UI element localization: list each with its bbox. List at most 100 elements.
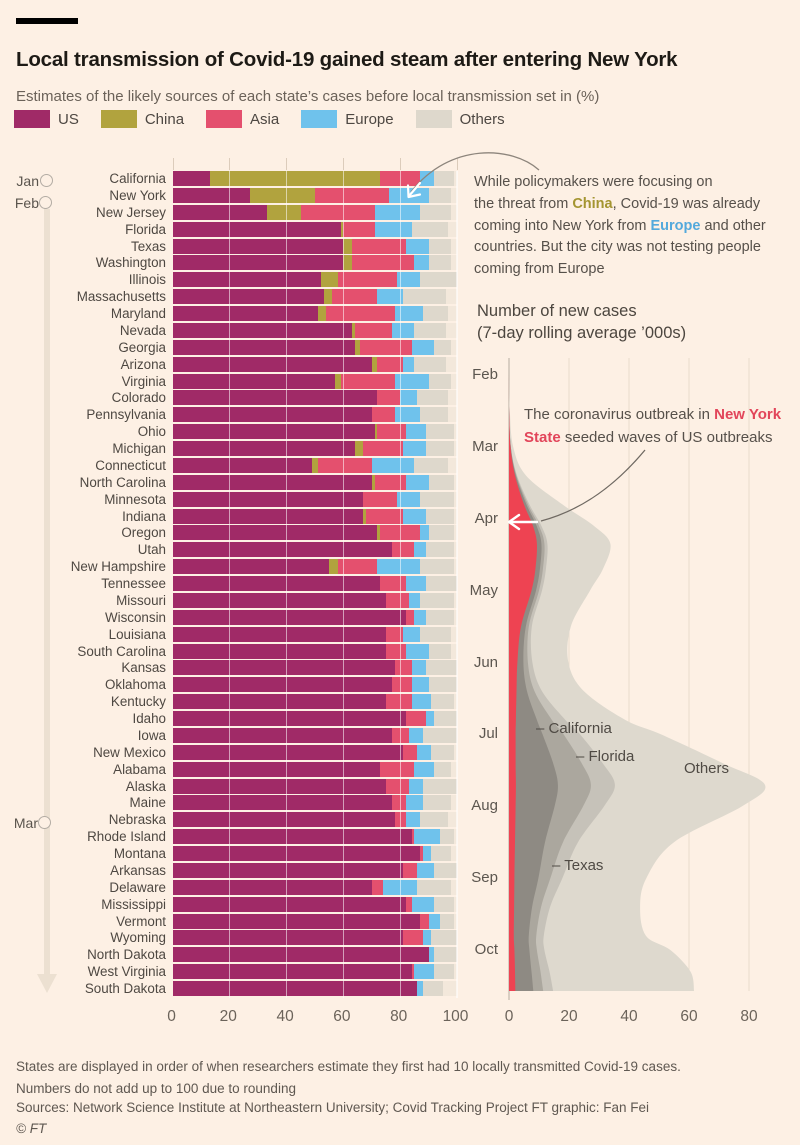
- bar-row: Minnesota: [16, 491, 457, 509]
- bar-seg-others: [420, 626, 452, 642]
- bar-seg-us: [173, 187, 250, 203]
- legend-item-europe: Europe: [301, 110, 394, 128]
- bar-track: [173, 407, 457, 423]
- state-label: New Jersey: [96, 204, 166, 220]
- bar-row: Oklahoma: [16, 677, 457, 694]
- bar-seg-others: [428, 187, 452, 203]
- state-label: Oklahoma: [104, 677, 166, 693]
- bar-track: [173, 491, 457, 507]
- bar-seg-europe: [428, 913, 440, 929]
- bar-track: [173, 508, 457, 524]
- bar-seg-asia: [300, 204, 375, 220]
- bar-seg-asia: [337, 272, 398, 288]
- bar-seg-europe: [411, 339, 435, 355]
- bar-row: New Hampshire: [16, 559, 457, 576]
- bar-seg-us: [173, 592, 386, 608]
- state-label: Arizona: [120, 356, 166, 372]
- bar-track: [173, 626, 457, 642]
- bar-seg-europe: [405, 424, 426, 440]
- timeline-marker-mar: [38, 816, 51, 829]
- stream-label-florida: – Florida: [576, 748, 635, 765]
- bar-row: Vermont: [16, 913, 457, 931]
- axis-tick: [286, 158, 288, 170]
- bar-seg-others: [422, 727, 457, 743]
- bar-track: [173, 542, 457, 558]
- bar-seg-us: [173, 390, 378, 406]
- bar-seg-asia: [386, 643, 406, 659]
- bar-seg-china: [371, 474, 375, 490]
- bar-seg-europe: [403, 441, 426, 456]
- bar-seg-us: [173, 255, 344, 271]
- bar-seg-asia: [411, 964, 415, 980]
- bar-row: New Jersey: [16, 204, 457, 222]
- state-label: Wyoming: [110, 930, 166, 946]
- bar-seg-asia: [394, 660, 412, 676]
- bar-row: Wyoming: [16, 930, 457, 947]
- bar-seg-us: [173, 306, 318, 321]
- bar-seg-europe: [422, 846, 432, 861]
- bar-seg-others: [434, 896, 455, 912]
- bar-row: Texas: [16, 238, 457, 256]
- bar-row: Illinois: [16, 272, 457, 289]
- bar-seg-asia: [391, 542, 415, 558]
- bar-row: Washington: [16, 255, 457, 272]
- bar-seg-us: [173, 761, 381, 777]
- bar-seg-us: [173, 795, 392, 811]
- bar-seg-europe: [374, 221, 412, 237]
- bar-seg-europe: [394, 407, 421, 423]
- bar-row: Oregon: [16, 525, 457, 542]
- bar-seg-china: [329, 559, 338, 575]
- bar-seg-europe: [377, 289, 404, 305]
- bar-seg-us: [173, 356, 372, 372]
- bar-seg-others: [425, 576, 457, 591]
- bar-seg-china: [343, 255, 352, 271]
- bar-track: [173, 474, 457, 490]
- bar-track: [173, 204, 457, 220]
- bar-seg-china: [266, 204, 301, 220]
- bar-seg-china: [317, 306, 327, 321]
- bar-seg-asia: [420, 846, 423, 861]
- bar-track: [173, 559, 457, 575]
- bar-row: Delaware: [16, 879, 457, 897]
- legend-swatch-icon: [301, 110, 338, 128]
- state-label: North Carolina: [79, 474, 166, 490]
- bar-seg-us: [173, 576, 381, 591]
- bar-seg-others: [431, 846, 452, 861]
- stream-label-texas: – Texas: [552, 857, 604, 874]
- bar-seg-europe: [420, 525, 429, 541]
- bar-seg-us: [173, 643, 386, 659]
- bar-track: [173, 339, 457, 355]
- bar-seg-asia: [371, 879, 384, 895]
- state-label: Missouri: [116, 592, 166, 608]
- bar-seg-us: [173, 508, 364, 524]
- bar-row: Alaska: [16, 778, 457, 796]
- bar-seg-us: [173, 846, 421, 861]
- bar-seg-us: [173, 913, 421, 929]
- bar-seg-us: [173, 542, 392, 558]
- bar-track: [173, 373, 457, 389]
- bar-seg-us: [173, 947, 429, 963]
- bar-seg-us: [173, 322, 352, 338]
- bar-seg-china: [354, 339, 361, 355]
- bar-track: [173, 576, 457, 591]
- bar-seg-asia: [371, 407, 395, 423]
- bar-seg-europe: [428, 947, 435, 963]
- bar-seg-others: [422, 795, 452, 811]
- bar-seg-others: [420, 407, 449, 423]
- bar-track: [173, 255, 457, 271]
- legend-label: Asia: [250, 110, 280, 128]
- state-label: Maryland: [110, 306, 166, 321]
- bar-seg-us: [173, 812, 395, 828]
- bar-track: [173, 424, 457, 440]
- bar-seg-us: [173, 829, 412, 845]
- bar-track: [173, 981, 457, 996]
- bar-seg-asia: [386, 694, 412, 710]
- bar-seg-asia: [374, 474, 406, 490]
- state-label: Alaska: [125, 778, 166, 794]
- state-label: Nebraska: [108, 812, 166, 828]
- bar-seg-europe: [394, 306, 423, 321]
- bar-seg-asia: [394, 812, 406, 828]
- bar-seg-asia: [405, 711, 426, 726]
- state-label: Maine: [129, 795, 166, 811]
- state-label: Rhode Island: [87, 829, 166, 845]
